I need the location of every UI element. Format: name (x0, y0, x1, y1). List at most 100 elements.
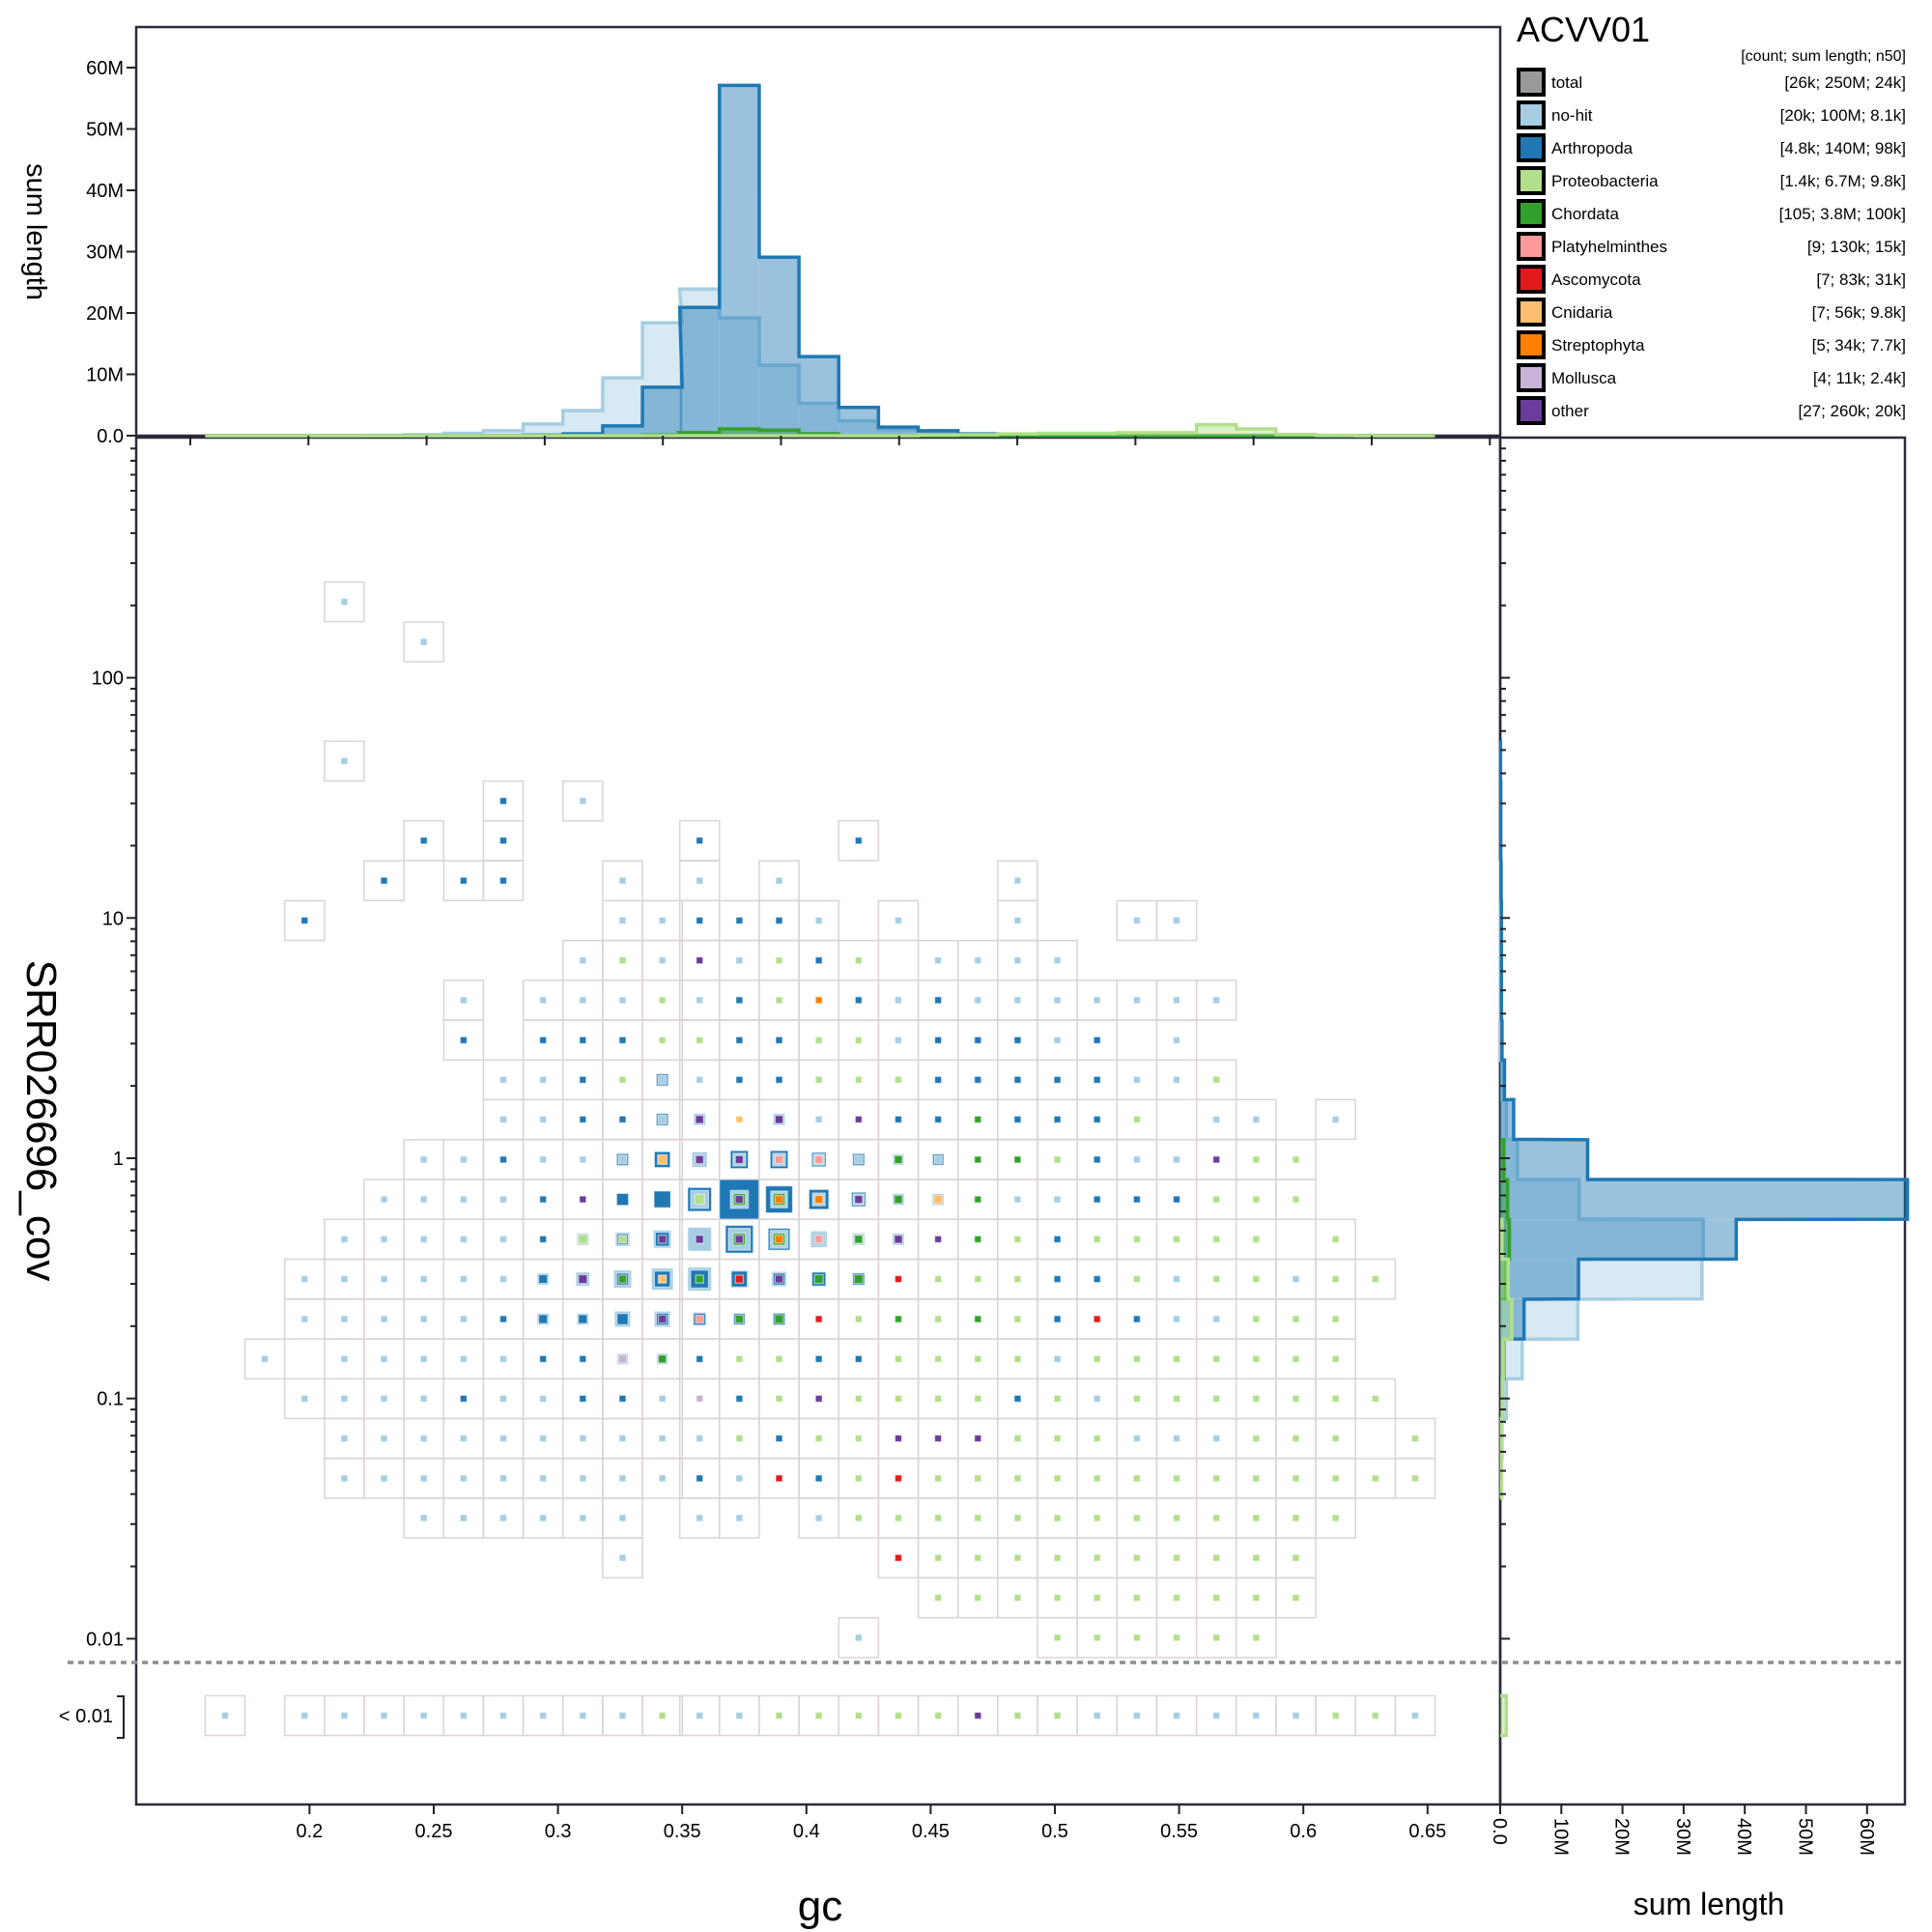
bin-marker (538, 1314, 549, 1324)
bin-cell (877, 1497, 920, 1539)
bin-cell (1037, 1617, 1078, 1659)
bin-marker (539, 1195, 548, 1204)
top-hist-outline (205, 422, 1435, 438)
bin-marker (1013, 1315, 1022, 1323)
bin-marker (658, 956, 667, 965)
bin-cell (1076, 1258, 1119, 1300)
bin-marker (774, 1194, 784, 1205)
bin-cell (1236, 1694, 1277, 1737)
bin-cell (758, 1218, 800, 1261)
bin-outline (602, 1537, 643, 1579)
bin-marker (814, 1434, 823, 1443)
bin-cell (442, 1258, 485, 1300)
bin-cell (877, 1378, 920, 1420)
bin-marker (735, 1434, 744, 1443)
top-hist-bar (642, 323, 683, 436)
bin-cell (1236, 1378, 1277, 1420)
bin-cell (602, 1258, 643, 1300)
bin-marker (1292, 1155, 1300, 1164)
x-tick-label: 0.4 (793, 1821, 820, 1842)
bin-marker (618, 1474, 627, 1483)
bin-marker (774, 1115, 784, 1124)
bin-cell (758, 1694, 800, 1737)
bin-marker (340, 1394, 349, 1404)
legend-stats: [5; 34k; 7.7k] (1812, 336, 1906, 355)
bin-cell (917, 1258, 959, 1300)
bin-marker (1371, 1394, 1379, 1404)
bin-cell (1116, 1497, 1158, 1539)
top-hist-bar (523, 423, 563, 436)
bin-cell (1195, 1458, 1237, 1499)
bin-cell (997, 1298, 1038, 1340)
bin-cell (1076, 1497, 1119, 1539)
bin-marker (1172, 1553, 1181, 1562)
bin-outline (1155, 899, 1198, 942)
bin-cell (719, 1218, 760, 1261)
bin-marker (1013, 1354, 1022, 1363)
bin-cell (1236, 1458, 1277, 1499)
bin-marker (813, 1273, 824, 1285)
bin-marker (1172, 1354, 1181, 1363)
top-hist-y-tick-label: 30M (86, 242, 124, 264)
bin-cell (678, 1694, 721, 1737)
bin-marker (1013, 1275, 1022, 1284)
bin-marker (618, 1075, 627, 1084)
top-hist-bar (799, 403, 839, 436)
bin-marker (1132, 916, 1141, 925)
bin-marker (1053, 1275, 1062, 1284)
bin-cell (997, 899, 1038, 942)
bin-marker (1093, 1634, 1101, 1642)
bin-marker (974, 1434, 982, 1443)
bin-marker (1053, 1115, 1062, 1123)
bin-cell (363, 1417, 405, 1460)
bin-cell (798, 1417, 839, 1460)
bin-cell (758, 1019, 800, 1062)
bin-cell (403, 819, 445, 862)
bin-marker (340, 1315, 349, 1323)
bin-cell (877, 1059, 920, 1101)
bin-marker (1093, 1235, 1101, 1243)
bin-cell (324, 1218, 365, 1261)
bin-cell (403, 1139, 445, 1180)
bin-marker (498, 1474, 508, 1483)
bin-cell (1076, 1694, 1119, 1737)
bin-marker (419, 1235, 428, 1243)
bin-marker (657, 1274, 668, 1284)
bin-cell (641, 1179, 683, 1220)
bin-cell (798, 1458, 839, 1499)
bin-marker (1013, 1711, 1022, 1720)
bin-marker (578, 1234, 588, 1244)
bin-marker (618, 1514, 627, 1522)
bin-cell (1195, 1497, 1237, 1539)
top-hist-bar (799, 356, 839, 436)
bin-cell (442, 1179, 485, 1220)
bin-marker (735, 956, 744, 965)
legend-entry-arthropoda: Arthropoda [4.8k; 140M; 98k] (1517, 133, 1906, 162)
bin-marker (1292, 1514, 1300, 1522)
bin-marker (1132, 1115, 1141, 1123)
bin-cell (1236, 1098, 1277, 1141)
bin-cell (719, 1019, 760, 1062)
bin-marker (775, 1036, 783, 1044)
bin-cell (719, 1417, 760, 1460)
bin-cell (798, 1139, 839, 1180)
legend-entry-platyhelminthes: Platyhelminthes [9; 130k; 15k] (1517, 232, 1906, 261)
legend-label: Mollusca (1551, 369, 1617, 387)
bin-marker (735, 1115, 744, 1123)
bin-cell (522, 1338, 564, 1380)
bin-marker (734, 1274, 745, 1284)
bin-cell (602, 899, 643, 942)
bin-marker (1132, 1711, 1141, 1720)
bin-marker (974, 1155, 982, 1164)
bin-marker (459, 996, 468, 1005)
legend-swatch (1517, 232, 1546, 261)
bin-cell (1394, 1458, 1436, 1499)
bin-cell (678, 819, 721, 862)
bin-marker (1212, 1235, 1221, 1243)
top-hist-bar (483, 430, 524, 436)
bin-cell (838, 1059, 880, 1101)
bin-outline (1236, 1617, 1277, 1659)
bin-marker (774, 1314, 784, 1324)
bin-marker (735, 1514, 744, 1522)
bin-cell (641, 980, 683, 1021)
